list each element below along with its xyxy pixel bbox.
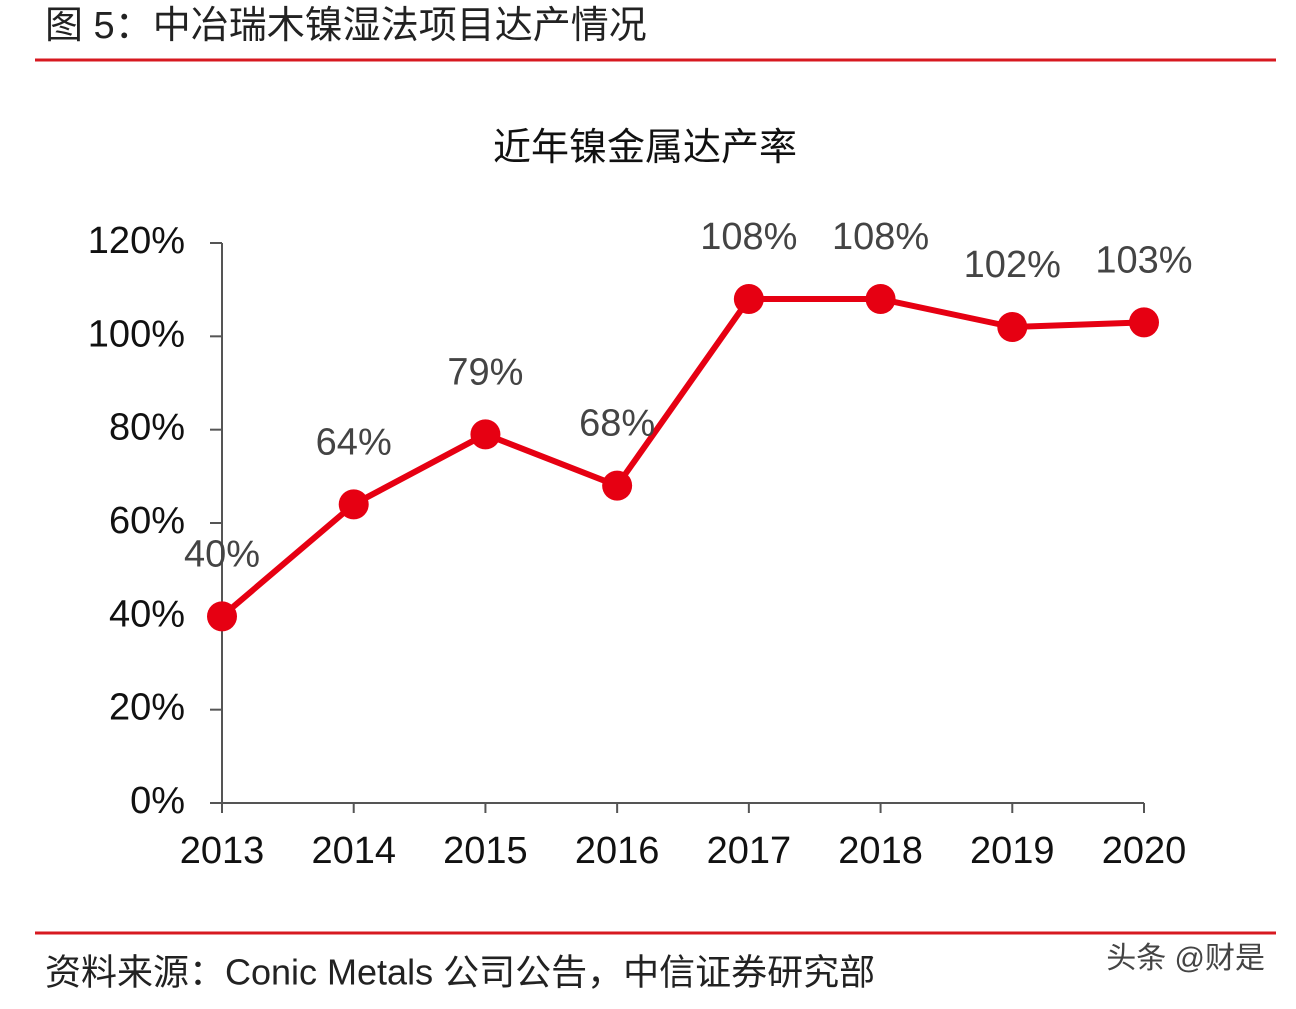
data-point bbox=[470, 419, 501, 450]
data-label: 40% bbox=[184, 533, 260, 575]
y-tick-label: 80% bbox=[109, 407, 185, 449]
data-label: 103% bbox=[1095, 239, 1192, 281]
x-tick-label: 2014 bbox=[311, 830, 396, 872]
y-tick-label: 60% bbox=[109, 500, 185, 542]
data-label: 108% bbox=[832, 216, 929, 258]
watermark: 头条 @财是 bbox=[1106, 942, 1265, 975]
data-label: 108% bbox=[700, 216, 797, 258]
y-tick-label: 0% bbox=[130, 780, 185, 822]
data-point bbox=[207, 601, 237, 632]
data-point bbox=[997, 312, 1028, 342]
x-tick-label: 2019 bbox=[970, 830, 1055, 872]
data-label: 79% bbox=[447, 351, 523, 393]
x-tick-label: 2016 bbox=[575, 830, 660, 872]
figure-title: 图 5：中冶瑞木镍湿法项目达产情况 bbox=[45, 5, 647, 47]
y-tick-label: 20% bbox=[109, 687, 185, 729]
x-tick-label: 2017 bbox=[707, 830, 792, 872]
data-point bbox=[865, 284, 896, 314]
y-tick-label: 40% bbox=[109, 593, 185, 635]
data-point bbox=[602, 470, 633, 501]
source-note: 资料来源：Conic Metals 公司公告，中信证券研究部 bbox=[45, 952, 875, 993]
x-tick-label: 2013 bbox=[180, 830, 265, 872]
data-label: 64% bbox=[316, 421, 392, 463]
data-line bbox=[220, 296, 1145, 619]
chart-title: 近年镍金属达产率 bbox=[493, 127, 797, 169]
data-label: 68% bbox=[579, 403, 655, 445]
data-point bbox=[733, 284, 764, 314]
x-tick-label: 2020 bbox=[1102, 830, 1187, 872]
data-label: 102% bbox=[964, 244, 1061, 286]
data-point bbox=[1129, 307, 1159, 338]
x-tick-label: 2018 bbox=[838, 830, 923, 872]
y-tick-label: 100% bbox=[88, 313, 185, 355]
data-point bbox=[338, 489, 369, 520]
x-tick-label: 2015 bbox=[443, 830, 528, 872]
y-tick-label: 120% bbox=[88, 220, 185, 262]
